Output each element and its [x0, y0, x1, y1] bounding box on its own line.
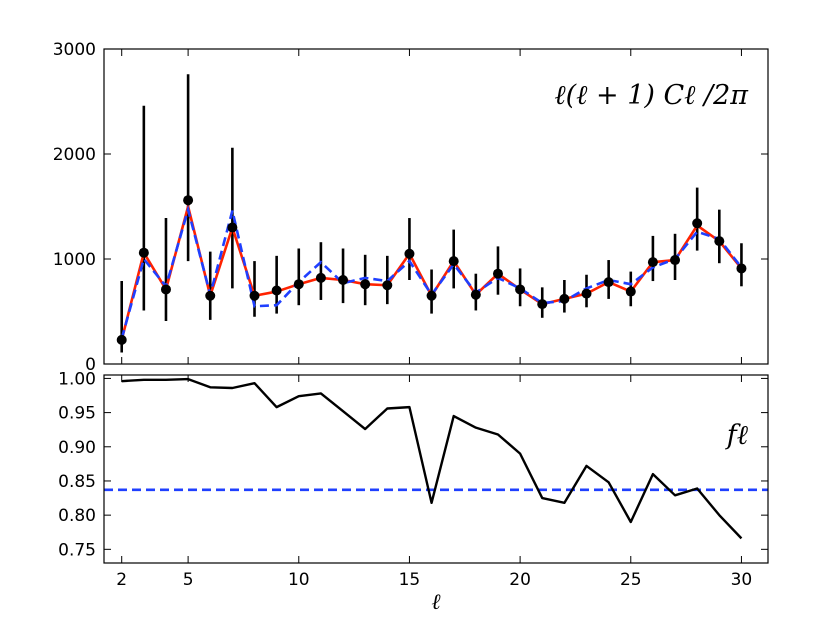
top-panel: 0 1000 2000 3000 ℓ(ℓ + 1) Cℓ /2π — [53, 40, 769, 375]
y-tick-label: 0.95 — [58, 404, 96, 424]
bottom-panel: 0.750.800.850.900.951.002 5 10 15 20 25 30 fℓ — [58, 369, 769, 590]
y-tick-label: 0.85 — [58, 472, 96, 492]
data-point — [227, 222, 238, 233]
y-tick-label: 0.90 — [58, 438, 96, 458]
x-tick-label: 2 — [116, 570, 127, 590]
x-tick-label: 20 — [509, 570, 531, 590]
x-axis-label: ℓ — [431, 590, 441, 615]
x-tick-label: 30 — [731, 570, 753, 590]
data-point — [426, 290, 437, 301]
data-point — [338, 275, 349, 285]
y-tick-label: 0 — [85, 355, 96, 375]
data-point — [138, 247, 149, 258]
bottom-axes-frame — [103, 374, 769, 564]
bottom-annotation: fℓ — [725, 420, 749, 451]
data-point — [647, 257, 658, 268]
y-tick-label: 1000 — [53, 250, 96, 270]
data-point — [360, 279, 371, 290]
top-axes-frame — [103, 48, 769, 365]
data-point — [515, 284, 526, 295]
data-point — [404, 248, 415, 259]
data-point — [581, 288, 592, 299]
data-point — [448, 256, 459, 267]
data-point — [736, 263, 747, 274]
data-point — [537, 299, 548, 310]
data-point — [205, 290, 216, 301]
data-point — [714, 236, 725, 247]
data-point — [271, 285, 282, 296]
data-point — [160, 284, 171, 295]
data-point — [470, 289, 481, 300]
data-point — [670, 255, 681, 266]
data-point — [559, 293, 570, 304]
data-point — [183, 195, 194, 206]
y-tick-label: 0.80 — [58, 506, 96, 526]
data-point — [692, 218, 703, 229]
data-point — [603, 277, 614, 288]
data-point — [249, 290, 260, 301]
data-point — [293, 279, 304, 290]
data-point — [625, 286, 636, 297]
series-f-line — [121, 377, 743, 540]
top-annotation: ℓ(ℓ + 1) Cℓ /2π — [554, 80, 749, 111]
x-tick-label: 10 — [288, 570, 310, 590]
x-tick-label: 25 — [620, 570, 642, 590]
y-tick-label: 1.00 — [58, 369, 96, 389]
y-tick-label: 2000 — [53, 145, 96, 165]
data-point — [492, 268, 503, 279]
data-point — [382, 280, 393, 291]
y-tick-label: 3000 — [53, 40, 96, 60]
data-point — [116, 334, 127, 345]
x-tick-label: 5 — [183, 570, 194, 590]
data-point — [315, 272, 326, 283]
y-tick-label: 0.75 — [58, 540, 96, 560]
x-tick-label: 15 — [399, 570, 421, 590]
